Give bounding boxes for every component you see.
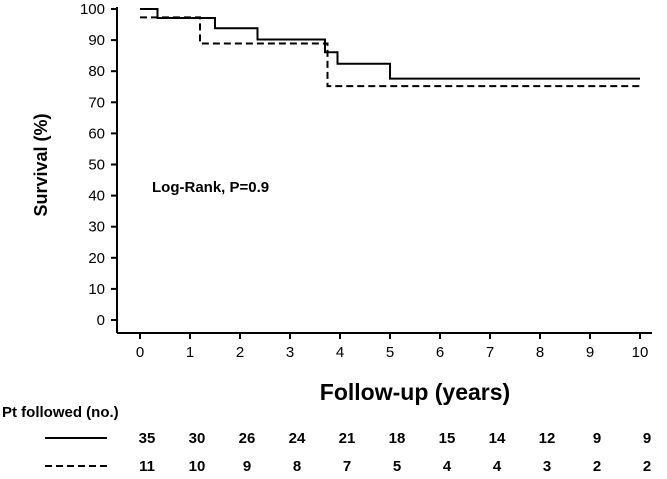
y-tick-label: 100 <box>80 1 105 18</box>
risk-count: 2 <box>643 458 651 475</box>
risk-count: 21 <box>339 430 356 447</box>
risk-table-title: Pt followed (no.) <box>2 404 119 421</box>
risk-count: 35 <box>139 430 156 447</box>
x-tick-label: 5 <box>386 344 394 361</box>
y-tick-label: 20 <box>88 250 105 267</box>
survival-curves <box>140 8 640 88</box>
risk-count: 4 <box>493 458 502 475</box>
y-ticks: 0 10 20 30 40 50 60 70 80 90 100 <box>80 1 117 329</box>
risk-count: 2 <box>593 458 601 475</box>
x-tick-label: 6 <box>436 344 444 361</box>
axes <box>116 7 652 334</box>
risk-count: 15 <box>439 430 456 447</box>
x-ticks: 0 1 2 3 4 5 6 7 8 9 10 <box>136 333 649 361</box>
dashed-survival-curve <box>140 16 640 88</box>
y-tick-label: 80 <box>88 63 105 80</box>
logrank-annotation: Log-Rank, P=0.9 <box>152 179 269 196</box>
x-tick-label: 8 <box>536 344 544 361</box>
risk-count: 9 <box>243 458 251 475</box>
x-tick-label: 9 <box>586 344 594 361</box>
x-tick-label: 1 <box>186 344 194 361</box>
x-tick-label: 3 <box>286 344 294 361</box>
x-tick-label: 7 <box>486 344 494 361</box>
x-tick-label: 4 <box>336 344 344 361</box>
risk-count: 30 <box>189 430 206 447</box>
risk-count: 24 <box>289 430 306 447</box>
x-axis-label: Follow-up (years) <box>320 379 510 405</box>
y-tick-label: 50 <box>88 157 105 174</box>
y-tick-label: 0 <box>97 312 105 329</box>
risk-count: 14 <box>489 430 506 447</box>
x-tick-label: 10 <box>632 344 649 361</box>
risk-count: 18 <box>389 430 406 447</box>
risk-count: 4 <box>443 458 452 475</box>
y-tick-label: 10 <box>88 281 105 298</box>
risk-count: 26 <box>239 430 256 447</box>
risk-count: 10 <box>189 458 206 475</box>
risk-count: 9 <box>593 430 601 447</box>
y-tick-label: 30 <box>88 219 105 236</box>
x-tick-label: 0 <box>136 344 144 361</box>
risk-count: 7 <box>343 458 351 475</box>
risk-table: 35 30 26 24 21 18 15 14 12 9 9 11 10 9 8 7 5 4 4 3 2 2 <box>45 430 651 475</box>
risk-count: 9 <box>643 430 651 447</box>
risk-count: 8 <box>293 458 301 475</box>
risk-count: 5 <box>393 458 401 475</box>
y-tick-label: 90 <box>88 32 105 49</box>
risk-count: 11 <box>139 458 155 475</box>
risk-count: 12 <box>539 430 556 447</box>
x-tick-label: 2 <box>236 344 244 361</box>
y-tick-label: 40 <box>88 188 105 205</box>
risk-count: 3 <box>543 458 551 475</box>
y-tick-label: 70 <box>88 94 105 111</box>
y-axis-label: Survival (%) <box>31 113 51 216</box>
y-tick-label: 60 <box>88 125 105 142</box>
